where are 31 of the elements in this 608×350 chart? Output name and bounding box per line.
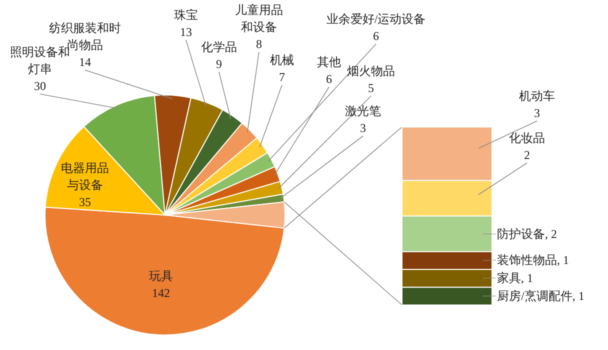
data-label: 5 <box>368 81 374 95</box>
slice-label: 业余爱好/运动设备 <box>326 12 426 26</box>
data-label: 3 <box>360 121 366 135</box>
data-label: 8 <box>256 37 262 51</box>
data-label: 142 <box>152 286 170 300</box>
text: 机动车 <box>519 89 555 103</box>
data-label: 14 <box>79 55 91 69</box>
slice-label: 照明设备和灯串 <box>10 45 70 76</box>
data-label: 6 <box>373 29 379 43</box>
slice-label: 化学品 <box>201 40 237 54</box>
data-label: 30 <box>34 79 46 93</box>
data-label: 3 <box>534 106 540 120</box>
slice-label: 电器用品与设备 <box>61 161 109 192</box>
slice-label: 其他 <box>317 55 341 69</box>
data-label: 装饰性物品, 1 <box>497 253 569 267</box>
text: 化妆品 <box>509 131 545 145</box>
data-label: 防护设备, 2 <box>497 227 557 241</box>
data-label: 35 <box>79 195 91 209</box>
slice-label: 烟火物品 <box>347 64 395 78</box>
data-label: 家具, 1 <box>497 271 533 285</box>
data-label: 9 <box>216 57 222 71</box>
slice-label: 机械 <box>270 53 294 67</box>
slice-label: 激光笔 <box>345 104 381 118</box>
data-label: 6 <box>326 72 332 86</box>
data-label: 13 <box>180 25 192 39</box>
slice-label: 玩具 <box>149 269 173 283</box>
data-label: 7 <box>279 70 285 84</box>
slice-label: 儿童用品和设备 <box>235 3 283 34</box>
data-label: 厨房/烹调配件, 1 <box>497 289 584 303</box>
slice-label: 珠宝 <box>174 8 198 22</box>
data-label: 2 <box>524 148 530 162</box>
